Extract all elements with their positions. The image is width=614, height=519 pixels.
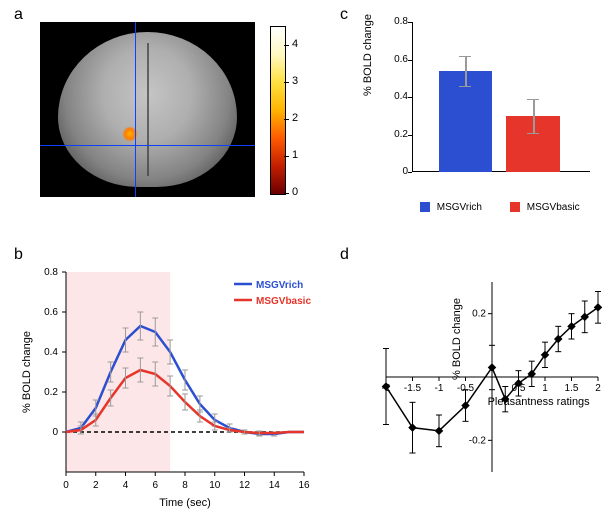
bar-chart-legend-rich: MSGVrich (420, 202, 482, 213)
b-xtick-label: 2 (93, 480, 99, 491)
bar-errorbar-cap (459, 56, 471, 58)
b-legend-label-basic: MSGVbasic (256, 296, 311, 307)
colorbar-tick (284, 193, 289, 194)
b-ytick-label: 0.4 (44, 347, 58, 358)
d-xtick-label: 2 (595, 383, 601, 394)
bar-chart-ytick (408, 97, 412, 98)
d-ytick-label: 0.2 (472, 309, 486, 320)
d-point (408, 423, 416, 431)
bar-errorbar (465, 56, 467, 86)
b-xtick-label: 4 (123, 480, 129, 491)
b-xtick-label: 8 (182, 480, 188, 491)
d-xtick-label: 1.5 (565, 383, 579, 394)
bar-errorbar-cap (459, 86, 471, 88)
b-xlabel: Time (sec) (159, 497, 211, 509)
bar-chart-y-axis (412, 22, 413, 172)
b-ytick-label: 0 (52, 427, 58, 438)
d-xtick-label: -1 (435, 383, 444, 394)
bar-chart-ytick-label: 0.6 (382, 54, 408, 65)
b-legend-label-rich: MSGVrich (256, 280, 303, 291)
stim-window (66, 272, 170, 472)
colorbar-tick (284, 119, 289, 120)
colorbar-tick-label: 1 (292, 149, 298, 161)
legend-swatch-basic (510, 202, 520, 212)
brain-fissure (147, 43, 149, 176)
brain-image (40, 22, 255, 197)
legend-swatch-rich (420, 202, 430, 212)
scatter-chart-d: -2-1.5-1-0.50.511.52-0.20.2Pleasantness … (338, 262, 608, 512)
bar-chart-ytick-label: 0.8 (382, 16, 408, 27)
bar-chart-ytick-label: 0.4 (382, 91, 408, 102)
d-ylabel: % BOLD change (451, 298, 463, 380)
bar-chart-y-label: % BOLD change (362, 14, 374, 96)
colorbar-tick (284, 45, 289, 46)
bar-chart-ytick-label: 0.2 (382, 129, 408, 140)
colorbar-tick-label: 0 (292, 186, 298, 198)
b-ytick-label: 0.8 (44, 267, 58, 278)
panel-letter-a: a (14, 6, 23, 24)
bar-chart-c: % BOLD change MSGVrich MSGVbasic 0 0.2 0.4… (360, 16, 600, 216)
b-xtick-label: 10 (209, 480, 221, 491)
b-xtick-label: 12 (239, 480, 251, 491)
colorbar-tick-label: 2 (292, 112, 298, 124)
b-ytick-label: 0.6 (44, 307, 58, 318)
legend-label-basic: MSGVbasic (527, 202, 580, 213)
colorbar-tick (284, 156, 289, 157)
figure-root: a 01234 c % BOLD change MSGVrich MSGVbas… (0, 0, 614, 519)
b-xtick-label: 0 (63, 480, 69, 491)
bar-chart-ytick (408, 172, 412, 173)
bar-chart-ytick (408, 60, 412, 61)
colorbar-tick-label: 3 (292, 75, 298, 87)
bar-chart-ytick (408, 22, 412, 23)
bar-errorbar (533, 99, 535, 133)
d-ytick-label: -0.2 (469, 435, 487, 446)
legend-label-rich: MSGVrich (437, 202, 482, 213)
b-xtick-label: 16 (298, 480, 310, 491)
bar-errorbar-cap (527, 133, 539, 135)
bar-chart-ytick-label: 0 (382, 166, 408, 177)
b-ytick-label: 0.2 (44, 387, 58, 398)
bar-chart-ytick (408, 135, 412, 136)
d-xtick-label: -1.5 (404, 383, 422, 394)
crosshair-horizontal (40, 145, 255, 147)
crosshair-vertical (135, 22, 137, 197)
b-xtick-label: 6 (152, 480, 158, 491)
panel-letter-c: c (340, 6, 348, 24)
bar-errorbar-cap (527, 99, 539, 101)
b-xtick-label: 14 (269, 480, 281, 491)
brain-colorbar (270, 26, 286, 195)
colorbar-tick-label: 4 (292, 38, 298, 50)
timecourse-chart-b: 0 2 4 6 8 10 12 14 16 0 0.2 0.4 0.6 0.8 Time (sec) % BO… (14, 262, 314, 512)
d-xtick-label: 1 (542, 383, 548, 394)
b-ylabel: % BOLD change (21, 331, 33, 413)
colorbar-tick (284, 82, 289, 83)
bar-chart-legend-basic: MSGVbasic (510, 202, 580, 213)
